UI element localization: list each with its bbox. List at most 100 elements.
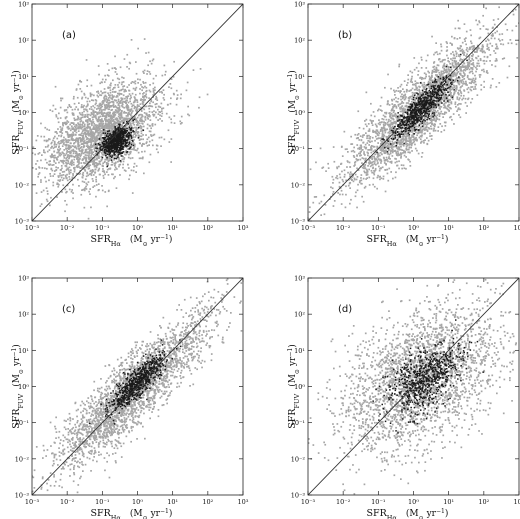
data-point xyxy=(124,132,127,134)
data-point xyxy=(112,141,114,143)
data-point xyxy=(64,154,67,157)
data-point xyxy=(386,168,389,171)
data-point xyxy=(395,114,398,117)
data-point xyxy=(99,120,102,123)
data-point xyxy=(86,105,89,107)
data-point xyxy=(134,117,136,119)
data-point xyxy=(465,82,467,85)
data-point xyxy=(364,164,367,166)
data-point xyxy=(60,99,62,102)
data-point xyxy=(92,121,95,123)
data-point xyxy=(127,148,129,150)
data-point xyxy=(141,98,144,101)
data-point xyxy=(133,145,136,148)
data-point xyxy=(473,88,475,90)
data-point xyxy=(108,136,110,139)
data-point xyxy=(132,142,135,144)
data-point xyxy=(100,137,103,139)
data-point xyxy=(452,75,455,78)
data-point xyxy=(58,143,61,145)
data-point xyxy=(62,140,64,142)
data-point xyxy=(113,132,115,134)
data-point xyxy=(63,157,66,159)
data-point xyxy=(98,132,101,134)
data-point xyxy=(119,152,122,155)
data-point xyxy=(60,168,62,171)
data-point xyxy=(414,143,416,146)
data-point xyxy=(102,137,104,139)
data-point xyxy=(108,96,111,98)
data-point xyxy=(115,157,118,160)
data-point xyxy=(132,118,134,121)
data-point xyxy=(168,116,171,119)
data-point xyxy=(71,149,73,152)
data-point xyxy=(473,45,475,47)
data-point xyxy=(172,92,175,95)
data-point xyxy=(430,99,433,102)
data-point xyxy=(95,124,97,126)
data-point xyxy=(330,195,332,198)
data-point xyxy=(382,114,385,117)
data-point xyxy=(443,76,446,78)
data-point xyxy=(83,131,86,134)
data-point xyxy=(451,64,454,67)
data-point xyxy=(107,160,110,162)
data-point xyxy=(90,143,93,146)
data-point xyxy=(374,123,377,126)
data-point xyxy=(113,149,115,152)
data-point xyxy=(172,76,175,78)
data-point xyxy=(79,113,82,116)
data-point xyxy=(114,71,117,73)
data-point xyxy=(398,148,401,151)
data-point xyxy=(88,151,91,154)
data-point xyxy=(407,78,410,81)
data-point xyxy=(160,110,163,112)
data-point xyxy=(103,161,106,164)
data-point xyxy=(100,104,102,107)
data-point xyxy=(462,94,465,97)
data-point xyxy=(383,159,386,161)
data-point xyxy=(119,118,122,121)
data-point xyxy=(50,147,52,149)
data-point xyxy=(94,172,96,174)
data-point xyxy=(346,166,348,168)
data-point xyxy=(104,119,106,121)
data-point xyxy=(66,131,68,133)
data-point xyxy=(80,193,83,196)
data-point xyxy=(206,93,209,96)
data-point xyxy=(113,146,115,148)
data-point xyxy=(106,162,108,164)
x-tick-label: 10⁻² xyxy=(60,224,75,232)
data-point xyxy=(40,203,43,205)
data-point xyxy=(84,142,87,144)
data-point xyxy=(116,168,118,170)
data-point xyxy=(471,79,474,82)
data-point xyxy=(429,96,432,99)
data-point xyxy=(159,111,161,113)
data-point xyxy=(434,77,436,80)
data-point xyxy=(360,147,362,150)
data-point xyxy=(110,147,112,149)
data-point xyxy=(85,182,88,185)
data-point xyxy=(118,125,121,127)
data-point xyxy=(92,180,94,182)
data-point xyxy=(96,157,98,160)
data-point xyxy=(479,28,482,30)
data-point xyxy=(409,96,411,98)
data-point xyxy=(368,161,370,164)
data-point xyxy=(463,58,466,61)
data-point xyxy=(132,136,135,139)
data-point xyxy=(71,135,73,138)
data-point xyxy=(140,106,142,109)
data-point xyxy=(133,147,135,149)
data-point xyxy=(137,127,140,130)
data-point xyxy=(173,122,176,124)
data-point xyxy=(486,70,488,72)
data-point xyxy=(90,174,93,177)
data-point xyxy=(59,159,62,162)
data-point xyxy=(461,75,464,77)
data-point xyxy=(123,139,126,141)
data-point xyxy=(349,171,352,174)
data-point xyxy=(442,72,444,75)
data-point xyxy=(69,150,72,153)
